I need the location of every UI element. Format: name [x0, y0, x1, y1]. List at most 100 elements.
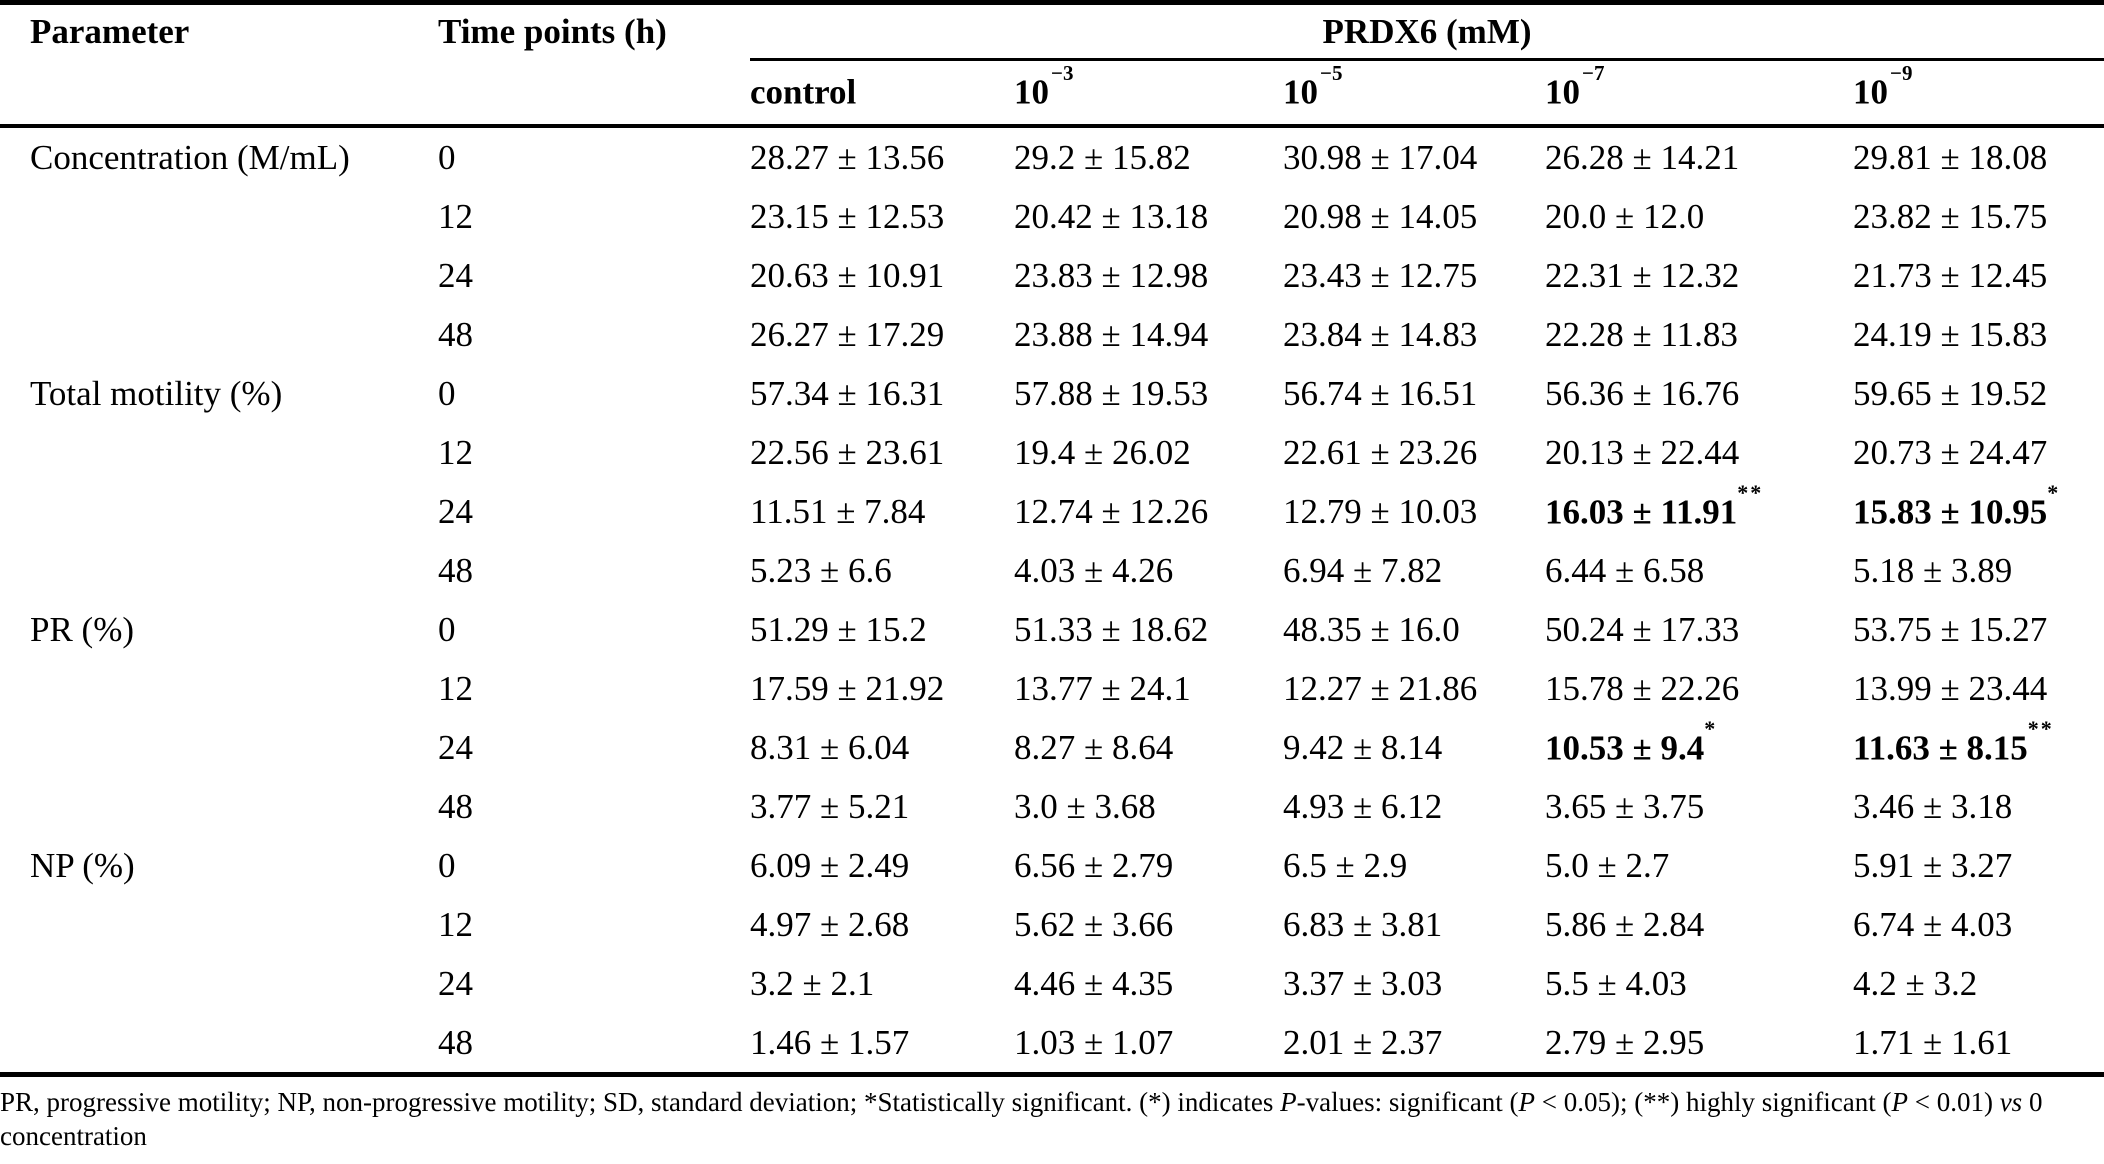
value-text: 20.0 ± 12.0: [1545, 196, 1705, 236]
value-cell: 22.31 ± 12.32: [1545, 246, 1853, 305]
value-cell: 6.83 ± 3.81: [1283, 895, 1545, 954]
spanner-label: PRDX6 (mM): [1322, 12, 1532, 51]
value-text: 57.34 ± 16.31: [750, 373, 945, 413]
value-text: 2.01 ± 2.37: [1283, 1022, 1443, 1062]
parameter-cell: [0, 895, 438, 954]
exponent: −3: [1051, 60, 1074, 85]
value-text: 12.79 ± 10.03: [1283, 491, 1478, 531]
value-text: 5.91 ± 3.27: [1853, 845, 2013, 885]
value-text: 6.5 ± 2.9: [1283, 845, 1408, 885]
significance-mark: *: [2047, 479, 2061, 505]
value-text: 23.88 ± 14.94: [1014, 314, 1209, 354]
value-text: 23.15 ± 12.53: [750, 196, 945, 236]
parameter-cell: [0, 541, 438, 600]
value-text: 15.78 ± 22.26: [1545, 668, 1740, 708]
table-row: Total motility (%) 0 57.34 ± 16.31 57.88 ± …: [0, 364, 2104, 423]
parameter-cell: [0, 187, 438, 246]
value-cell: 12.79 ± 10.03: [1283, 482, 1545, 541]
value-text: 1.03 ± 1.07: [1014, 1022, 1174, 1062]
table-body: Concentration (M/mL) 0 28.27 ± 13.56 29.2 ±…: [0, 126, 2104, 1075]
time-point-cell: 48: [438, 1022, 473, 1062]
value-cell: 4.2 ± 3.2: [1853, 954, 2104, 1013]
value-text: 29.81 ± 18.08: [1853, 137, 2048, 177]
table-row: 48 1.46 ± 1.57 1.03 ± 1.07 2.01 ± 2.37 2.79 …: [0, 1013, 2104, 1075]
subcol-base: 10: [1853, 73, 1888, 113]
value-cell: 6.5 ± 2.9: [1283, 836, 1545, 895]
value-text: 3.77 ± 5.21: [750, 786, 910, 826]
time-point-cell: 48: [438, 550, 473, 590]
value-text: 22.28 ± 11.83: [1545, 314, 1738, 354]
value-text: 16.03 ± 11.91: [1545, 492, 1738, 532]
value-cell: 23.83 ± 12.98: [1014, 246, 1283, 305]
value-cell: 22.28 ± 11.83: [1545, 305, 1853, 364]
value-text: 6.09 ± 2.49: [750, 845, 910, 885]
time-point-cell: 12: [438, 668, 473, 708]
col-header-10e-3: 10−3: [1014, 59, 1283, 128]
value-text: 1.46 ± 1.57: [750, 1022, 910, 1062]
value-text: 17.59 ± 21.92: [750, 668, 945, 708]
value-cell: 20.0 ± 12.0: [1545, 187, 1853, 246]
value-cell: 5.18 ± 3.89: [1853, 541, 2104, 600]
footnote-segment: PR, progressive motility; NP, non-progre…: [0, 1086, 1281, 1117]
value-text: 23.43 ± 12.75: [1283, 255, 1478, 295]
results-table: Parameter Time points (h) PRDX6 (mM) con…: [0, 0, 2104, 1077]
value-cell: 15.78 ± 22.26: [1545, 659, 1853, 718]
value-cell: 23.43 ± 12.75: [1283, 246, 1545, 305]
header-row-top: Parameter Time points (h) PRDX6 (mM): [0, 2, 2104, 128]
value-cell: 5.0 ± 2.7: [1545, 836, 1853, 895]
time-point-cell: 24: [438, 491, 473, 531]
value-cell: 5.91 ± 3.27: [1853, 836, 2104, 895]
value-cell: 59.65 ± 19.52: [1853, 364, 2104, 423]
value-cell: 1.03 ± 1.07: [1014, 1013, 1283, 1075]
value-text: 11.63 ± 8.15: [1853, 728, 2028, 768]
parameter-cell: [0, 659, 438, 718]
time-point-cell: 0: [438, 609, 456, 649]
value-cell: 57.88 ± 19.53: [1014, 364, 1283, 423]
col-header-time-points: Time points (h): [438, 2, 750, 128]
value-text: 59.65 ± 19.52: [1853, 373, 2048, 413]
value-text: 5.23 ± 6.6: [750, 550, 892, 590]
value-text: 6.83 ± 3.81: [1283, 904, 1443, 944]
col-header-10e-7: 10−7: [1545, 59, 1853, 128]
value-cell: 24.19 ± 15.83: [1853, 305, 2104, 364]
value-text: 20.98 ± 14.05: [1283, 196, 1478, 236]
value-cell: 11.51 ± 7.84: [750, 482, 1014, 541]
parameter-cell: [0, 777, 438, 836]
value-cell: 12.74 ± 12.26: [1014, 482, 1283, 541]
value-cell: 4.46 ± 4.35: [1014, 954, 1283, 1013]
table-row: 12 22.56 ± 23.61 19.4 ± 26.02 22.61 ± 23.26…: [0, 423, 2104, 482]
value-cell: 20.63 ± 10.91: [750, 246, 1014, 305]
value-text: 22.61 ± 23.26: [1283, 432, 1478, 472]
value-text: 4.03 ± 4.26: [1014, 550, 1174, 590]
subcol-base: 10: [1014, 73, 1049, 113]
value-text: 19.4 ± 26.02: [1014, 432, 1191, 472]
value-cell: 6.56 ± 2.79: [1014, 836, 1283, 895]
significance-mark: *: [1704, 715, 1718, 741]
value-cell: 4.93 ± 6.12: [1283, 777, 1545, 836]
parameter-cell: [0, 423, 438, 482]
value-text: 8.27 ± 8.64: [1014, 727, 1174, 767]
value-text: 23.83 ± 12.98: [1014, 255, 1209, 295]
value-cell: 3.37 ± 3.03: [1283, 954, 1545, 1013]
value-cell: 8.31 ± 6.04: [750, 718, 1014, 777]
value-cell: 23.82 ± 15.75: [1853, 187, 2104, 246]
value-text: 56.74 ± 16.51: [1283, 373, 1478, 413]
value-cell: 30.98 ± 17.04: [1283, 126, 1545, 187]
exponent: −5: [1320, 60, 1343, 85]
table-row: 24 3.2 ± 2.1 4.46 ± 4.35 3.37 ± 3.03 5.5 ± 4…: [0, 954, 2104, 1013]
value-cell: 19.4 ± 26.02: [1014, 423, 1283, 482]
value-cell: 22.61 ± 23.26: [1283, 423, 1545, 482]
value-cell: 29.81 ± 18.08: [1853, 126, 2104, 187]
value-text: 5.5 ± 4.03: [1545, 963, 1687, 1003]
value-text: 6.74 ± 4.03: [1853, 904, 2013, 944]
value-text: 26.27 ± 17.29: [750, 314, 945, 354]
value-cell: 5.5 ± 4.03: [1545, 954, 1853, 1013]
value-cell: 11.63 ± 8.15**: [1853, 717, 2104, 777]
time-point-cell: 12: [438, 196, 473, 236]
table-row: NP (%) 0 6.09 ± 2.49 6.56 ± 2.79 6.5 ± 2.9 5.…: [0, 836, 2104, 895]
value-text: 4.46 ± 4.35: [1014, 963, 1174, 1003]
value-text: 2.79 ± 2.95: [1545, 1022, 1705, 1062]
value-cell: 28.27 ± 13.56: [750, 126, 1014, 187]
value-cell: 5.62 ± 3.66: [1014, 895, 1283, 954]
